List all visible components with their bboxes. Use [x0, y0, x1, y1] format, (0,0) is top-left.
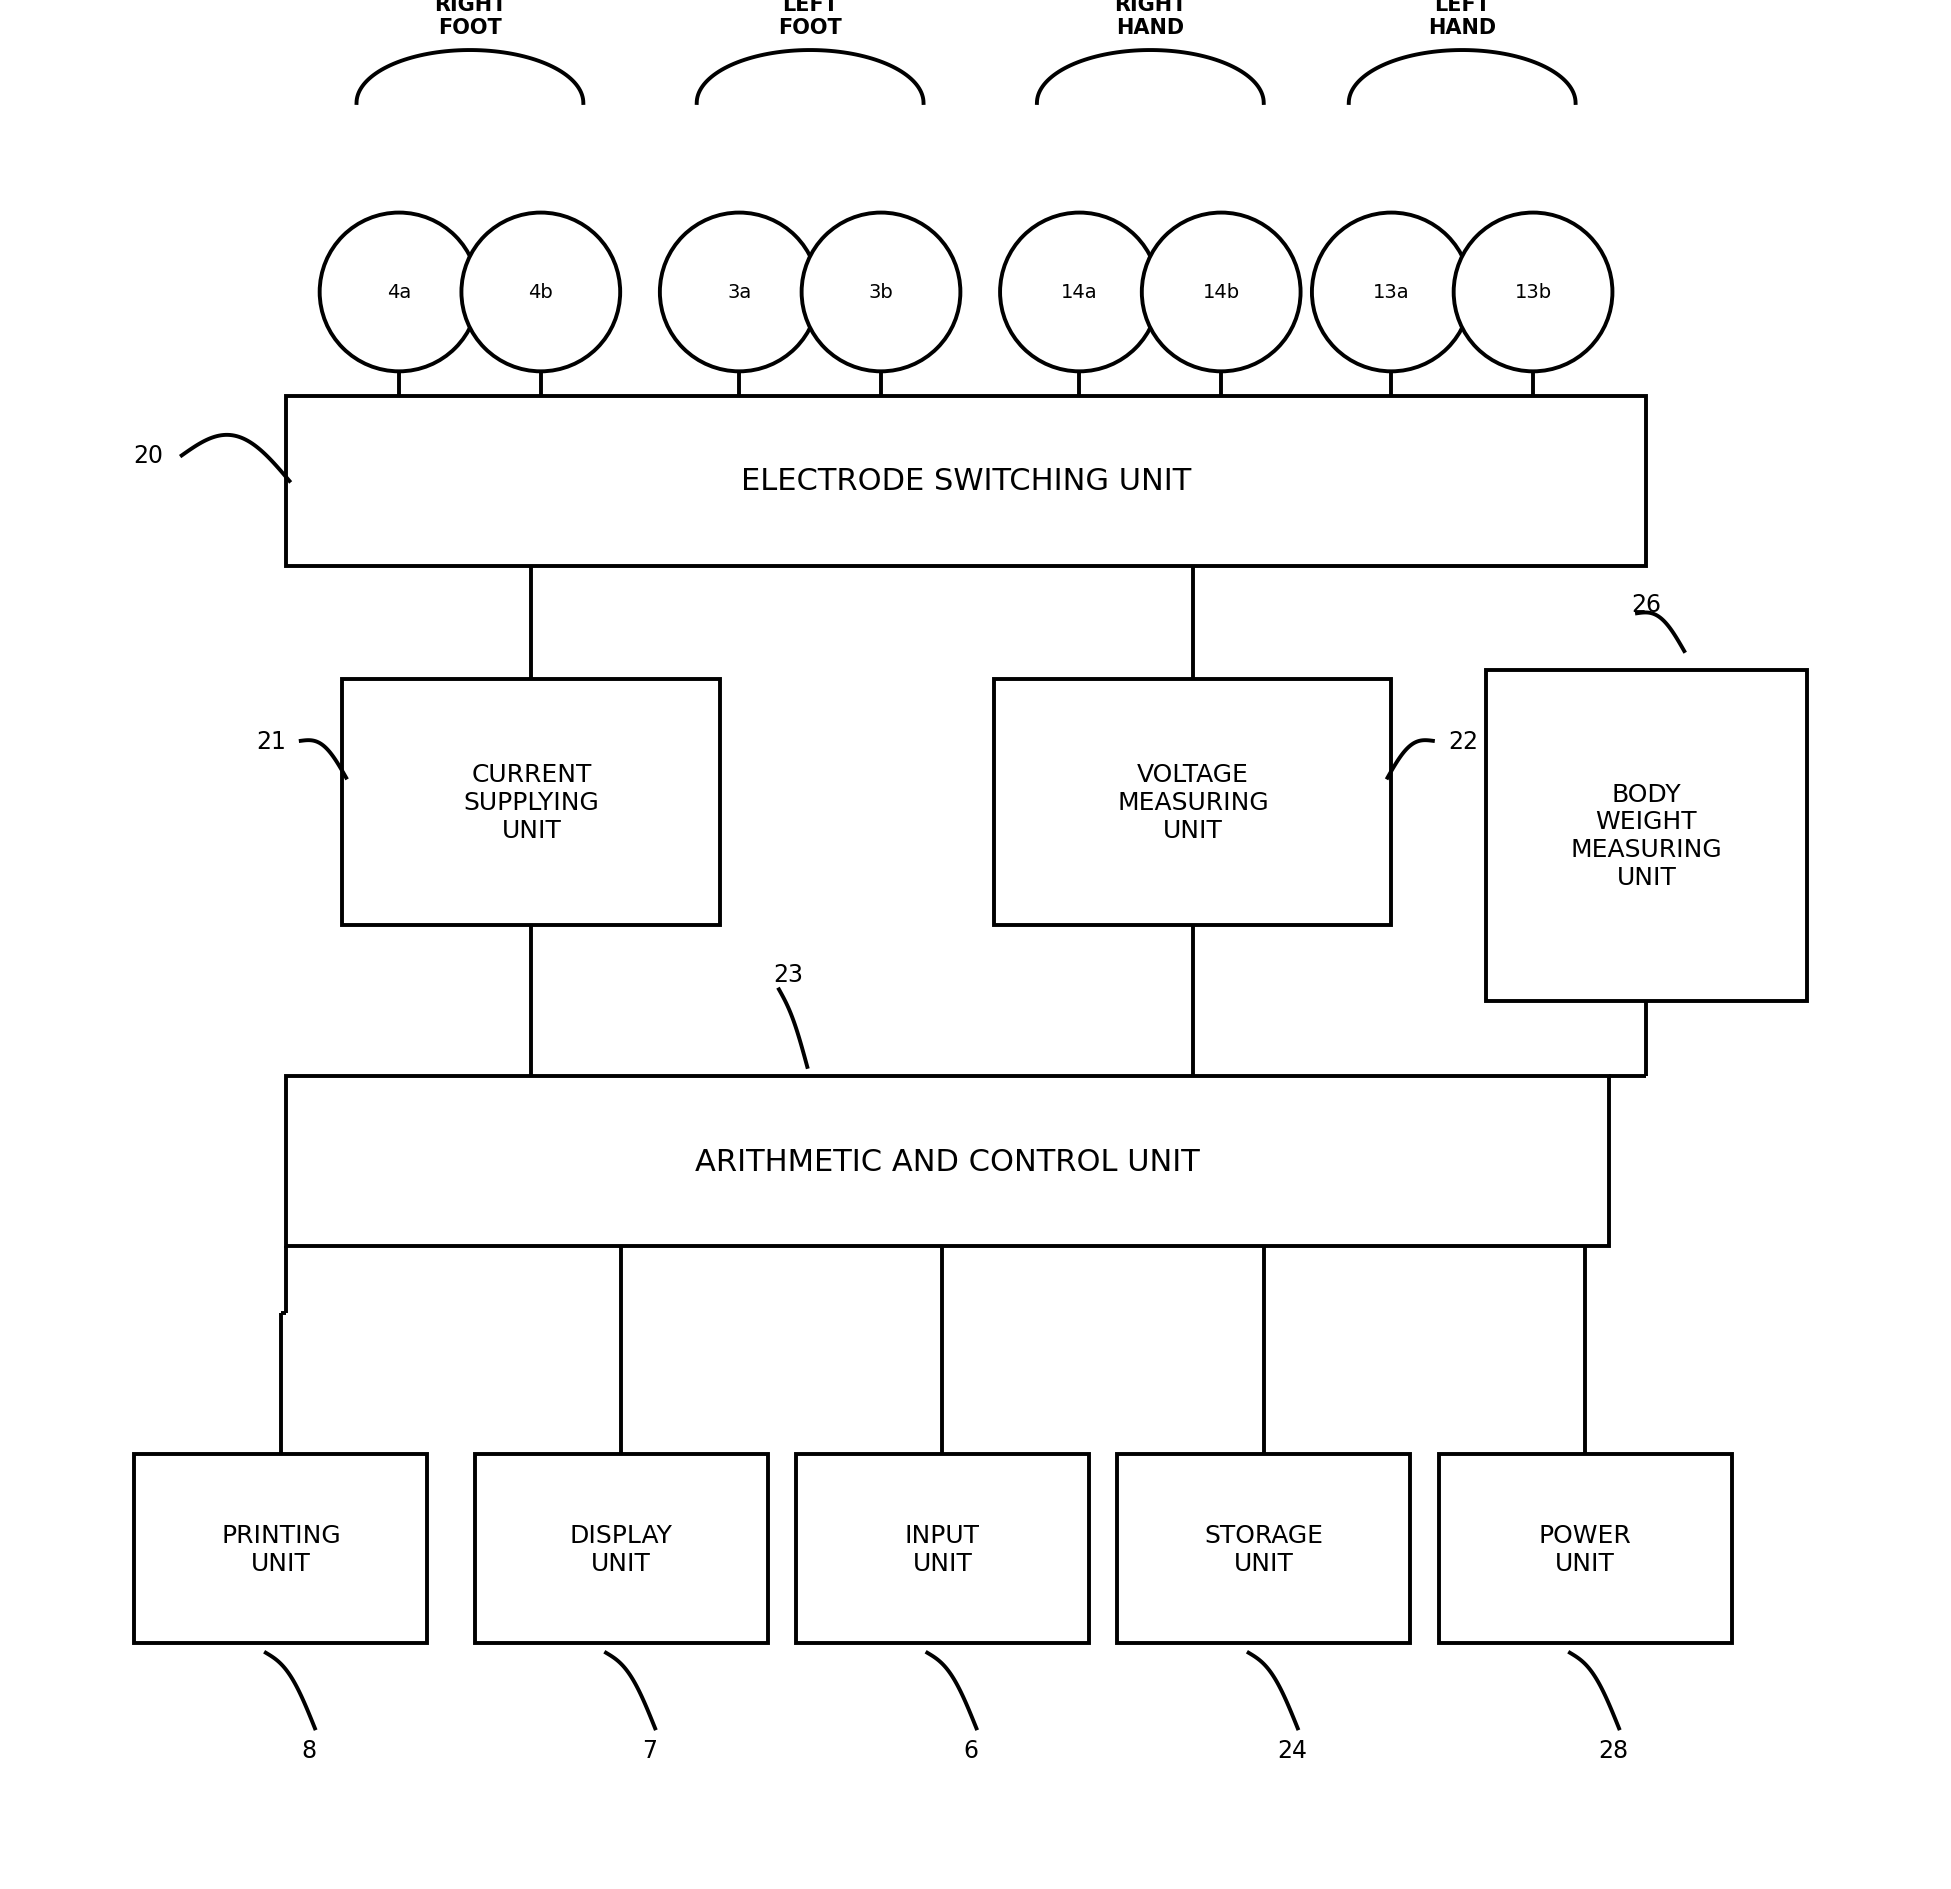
Text: 24: 24	[1278, 1738, 1307, 1762]
Text: 4a: 4a	[386, 283, 412, 302]
Text: 20: 20	[133, 444, 162, 468]
Bar	[341, 680, 720, 926]
Text: 6: 6	[964, 1738, 977, 1762]
Circle shape	[1001, 213, 1159, 372]
Text: ARITHMETIC AND CONTROL UNIT: ARITHMETIC AND CONTROL UNIT	[695, 1147, 1200, 1177]
Circle shape	[659, 213, 819, 372]
Text: 28: 28	[1598, 1738, 1629, 1762]
Text: PRINTING
UNIT: PRINTING UNIT	[220, 1523, 341, 1575]
Text: RIGHT
HAND: RIGHT HAND	[1114, 0, 1186, 38]
Text: 23: 23	[773, 962, 804, 986]
Text: 4b: 4b	[529, 283, 554, 302]
Circle shape	[320, 213, 478, 372]
Text: STORAGE
UNIT: STORAGE UNIT	[1204, 1523, 1323, 1575]
Circle shape	[1311, 213, 1471, 372]
Text: 13a: 13a	[1374, 283, 1411, 302]
Text: ELECTRODE SWITCHING UNIT: ELECTRODE SWITCHING UNIT	[741, 467, 1192, 497]
Bar	[285, 1077, 1610, 1247]
Text: 14b: 14b	[1202, 283, 1239, 302]
Text: 21: 21	[256, 729, 285, 754]
Bar	[285, 397, 1647, 567]
Bar	[796, 1455, 1089, 1643]
Bar	[135, 1455, 427, 1643]
Circle shape	[802, 213, 960, 372]
Text: 13b: 13b	[1514, 283, 1551, 302]
Circle shape	[462, 213, 620, 372]
Text: POWER
UNIT: POWER UNIT	[1539, 1523, 1631, 1575]
Circle shape	[1141, 213, 1301, 372]
Bar	[995, 680, 1391, 926]
Text: LEFT
FOOT: LEFT FOOT	[778, 0, 843, 38]
Text: RIGHT
FOOT: RIGHT FOOT	[433, 0, 505, 38]
Circle shape	[1453, 213, 1612, 372]
Text: 26: 26	[1631, 593, 1662, 616]
Bar	[474, 1455, 767, 1643]
Text: 3b: 3b	[868, 283, 894, 302]
Text: LEFT
HAND: LEFT HAND	[1428, 0, 1496, 38]
Text: 22: 22	[1448, 729, 1479, 754]
Text: BODY
WEIGHT
MEASURING
UNIT: BODY WEIGHT MEASURING UNIT	[1571, 782, 1723, 890]
Bar	[1118, 1455, 1411, 1643]
Bar	[1487, 671, 1807, 1001]
Text: 14a: 14a	[1061, 283, 1098, 302]
Text: VOLTAGE
MEASURING
UNIT: VOLTAGE MEASURING UNIT	[1118, 763, 1268, 842]
Text: 7: 7	[642, 1738, 657, 1762]
Text: 8: 8	[302, 1738, 316, 1762]
Text: 3a: 3a	[728, 283, 751, 302]
Bar	[1438, 1455, 1731, 1643]
Text: CURRENT
SUPPLYING
UNIT: CURRENT SUPPLYING UNIT	[464, 763, 599, 842]
Text: DISPLAY
UNIT: DISPLAY UNIT	[570, 1523, 673, 1575]
Text: INPUT
UNIT: INPUT UNIT	[905, 1523, 979, 1575]
